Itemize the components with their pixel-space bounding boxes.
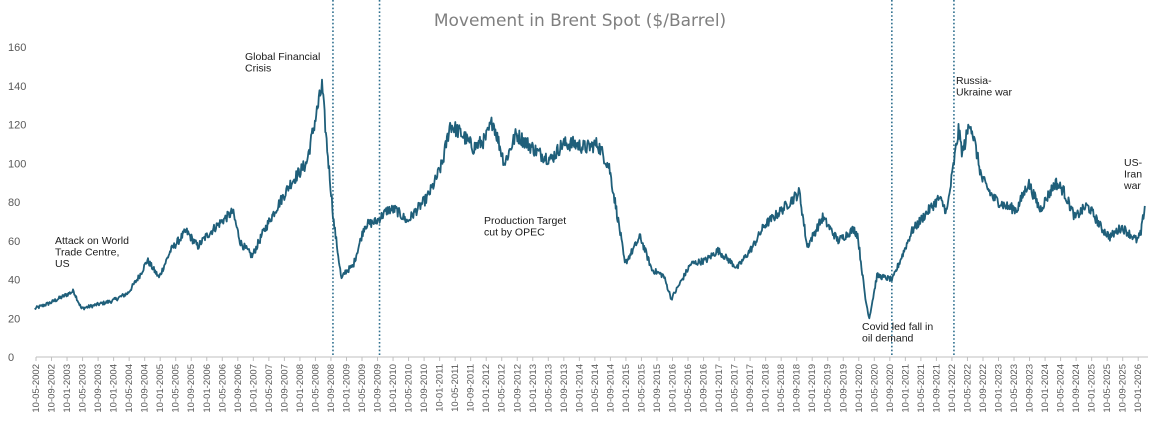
x-tick-label: 10-05-2002 bbox=[31, 364, 42, 413]
x-tick-label: 10-01-2019 bbox=[807, 364, 818, 413]
x-tick-label: 10-05-2016 bbox=[683, 364, 694, 413]
x-tick-label: 10-01-2023 bbox=[994, 364, 1005, 413]
x-tick-label: 10-05-2018 bbox=[776, 364, 787, 413]
x-tick-label: 10-01-2006 bbox=[202, 364, 213, 413]
x-tick-label: 10-05-2021 bbox=[916, 364, 927, 413]
x-tick-label: 10-05-2022 bbox=[962, 364, 973, 413]
x-tick-label: 10-09-2016 bbox=[699, 364, 710, 413]
brent-price-line bbox=[34, 78, 1146, 320]
x-tick-label: 10-05-2004 bbox=[124, 364, 135, 413]
x-tick-label: 10-09-2022 bbox=[978, 364, 989, 413]
x-tick-label: 10-09-2025 bbox=[1118, 364, 1129, 413]
event-annotation: Production Target cut by OPEC bbox=[484, 215, 566, 239]
x-tick-label: 10-09-2002 bbox=[47, 364, 58, 413]
x-tick-label: 10-05-2013 bbox=[543, 364, 554, 413]
x-tick-label: 10-05-2019 bbox=[823, 364, 834, 413]
x-tick-label: 10-05-2010 bbox=[404, 364, 415, 413]
x-tick-label: 10-01-2003 bbox=[62, 364, 73, 413]
y-axis: 0 20 40 60 80 100 120 140 160 bbox=[8, 42, 26, 364]
x-tick-label: 10-05-2014 bbox=[590, 364, 601, 413]
y-tick-label: 160 bbox=[8, 42, 26, 54]
x-tick-label: 10-05-2005 bbox=[171, 364, 182, 413]
x-tick-label: 10-01-2010 bbox=[388, 364, 399, 413]
x-tick-label: 10-01-2013 bbox=[528, 364, 539, 413]
x-tick-label: 10-05-2007 bbox=[264, 364, 275, 413]
annotations: Attack on World Trade Centre, US Global Fin… bbox=[55, 51, 1143, 345]
x-tick-label: 10-09-2008 bbox=[326, 364, 337, 413]
event-annotation: US-Iran war bbox=[1123, 157, 1143, 192]
x-tick-label: 10-01-2017 bbox=[714, 364, 725, 413]
y-tick-label: 100 bbox=[8, 158, 26, 170]
x-tick-label: 10-05-2024 bbox=[1056, 364, 1067, 413]
x-tick-label: 10-05-2017 bbox=[730, 364, 741, 413]
y-tick-label: 60 bbox=[8, 236, 20, 248]
x-tick-label: 10-05-2025 bbox=[1102, 364, 1113, 413]
x-tick-label: 10-01-2016 bbox=[667, 364, 678, 413]
series-area bbox=[34, 78, 1146, 320]
x-tick-label: 10-01-2005 bbox=[155, 364, 166, 413]
x-tick-label: 10-01-2026 bbox=[1133, 364, 1144, 413]
x-tick-label: 10-09-2007 bbox=[279, 364, 290, 413]
x-tick-label: 10-01-2014 bbox=[574, 364, 585, 413]
x-tick-label: 10-09-2023 bbox=[1025, 364, 1036, 413]
x-tick-label: 10-05-2009 bbox=[357, 364, 368, 413]
y-tick-label: 40 bbox=[8, 275, 20, 287]
event-annotation: Covid led fall in oil demand bbox=[862, 321, 933, 345]
x-tick-label: 10-01-2025 bbox=[1087, 364, 1098, 413]
x-tick-label: 10-01-2012 bbox=[481, 364, 492, 413]
x-tick-label: 10-09-2013 bbox=[559, 364, 570, 413]
x-tick-label: 10-09-2017 bbox=[745, 364, 756, 413]
x-tick-label: 10-05-2008 bbox=[310, 364, 321, 413]
chart-title: Movement in Brent Spot ($/Barrel) bbox=[434, 11, 726, 31]
x-tick-label: 10-01-2015 bbox=[621, 364, 632, 413]
x-tick-label: 10-01-2008 bbox=[295, 364, 306, 413]
x-tick-label: 10-09-2019 bbox=[838, 364, 849, 413]
y-tick-label: 120 bbox=[8, 120, 26, 132]
event-annotation: Russia-Ukraine war bbox=[956, 75, 1013, 99]
x-tick-label: 10-01-2021 bbox=[900, 364, 911, 413]
y-tick-label: 0 bbox=[8, 352, 14, 364]
x-tick-label: 10-01-2020 bbox=[854, 364, 865, 413]
y-tick-label: 140 bbox=[8, 81, 26, 93]
x-tick-label: 10-09-2015 bbox=[652, 364, 663, 413]
event-lines bbox=[332, 0, 955, 357]
x-tick-label: 10-05-2015 bbox=[636, 364, 647, 413]
x-tick-label: 10-09-2014 bbox=[605, 364, 616, 413]
y-tick-label: 80 bbox=[8, 197, 20, 209]
x-tick-label: 10-09-2011 bbox=[466, 364, 477, 412]
x-tick-label: 10-01-2007 bbox=[248, 364, 259, 413]
x-tick-label: 10-01-2011 bbox=[435, 364, 446, 412]
x-tick-label: 10-05-2023 bbox=[1009, 364, 1020, 413]
x-tick-label: 10-05-2006 bbox=[217, 364, 228, 413]
x-tick-label: 10-09-2024 bbox=[1071, 364, 1082, 413]
x-tick-label: 10-01-2009 bbox=[341, 364, 352, 413]
event-annotation: Attack on World Trade Centre, US bbox=[55, 235, 129, 270]
x-tick-label: 10-05-2011 bbox=[450, 364, 461, 412]
y-tick-label: 20 bbox=[8, 313, 20, 325]
x-tick-label: 10-09-2010 bbox=[419, 364, 430, 413]
x-tick-label: 10-01-2022 bbox=[947, 364, 958, 413]
x-tick-label: 10-09-2012 bbox=[512, 364, 523, 413]
x-tick-label: 10-09-2006 bbox=[233, 364, 244, 413]
x-tick-label: 10-05-2012 bbox=[497, 364, 508, 413]
x-tick-label: 10-09-2003 bbox=[93, 364, 104, 413]
event-annotation: Global Financial Crisis bbox=[245, 51, 320, 75]
x-tick-label: 10-09-2009 bbox=[373, 364, 384, 413]
x-tick-label: 10-09-2021 bbox=[931, 364, 942, 413]
x-tick-label: 10-05-2020 bbox=[869, 364, 880, 413]
x-tick-label: 10-09-2018 bbox=[792, 364, 803, 413]
x-tick-label: 10-05-2003 bbox=[78, 364, 89, 413]
x-tick-label: 10-01-2018 bbox=[761, 364, 772, 413]
x-tick-label: 10-09-2020 bbox=[885, 364, 896, 413]
x-tick-label: 10-09-2005 bbox=[186, 364, 197, 413]
x-axis: 10-05-2002 10-09-2002 10-01-2003 10-05-2003… bbox=[31, 356, 1148, 413]
x-tick-label: 10-01-2004 bbox=[109, 364, 120, 413]
x-tick-label: 10-09-2004 bbox=[140, 364, 151, 413]
x-tick-label: 10-01-2024 bbox=[1040, 364, 1051, 413]
